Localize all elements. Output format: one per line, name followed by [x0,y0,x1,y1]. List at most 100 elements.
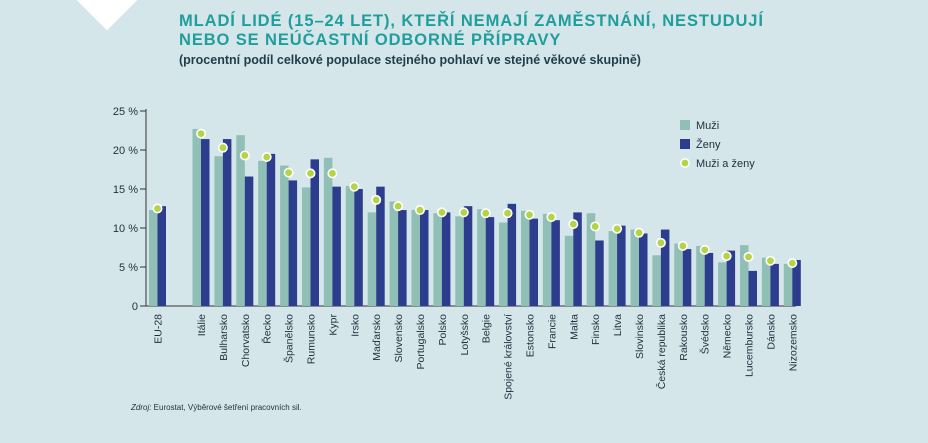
bar-muzi-eu-28 [149,210,158,306]
bar-zeny-spanelsko [288,180,298,306]
marker-muzi-a-zeny-rumunsko [305,168,316,179]
bar-zeny-rumunsko [310,159,319,306]
marker-muzi-a-zeny-kypr [327,168,338,179]
marker-muzi-a-zeny-eu-28 [152,203,163,214]
bar-muzi-ceska-republika [652,255,661,306]
bar-zeny-ceska-republika [660,229,670,306]
bar-muzi-slovinsko [630,229,639,306]
category-label-rakousko: Rakousko [678,314,690,361]
marker-muzi-a-zeny-svedsko [699,244,710,255]
bar-muzi-francie [542,213,552,306]
marker-muzi-a-zeny-bulharsko [217,142,228,153]
marker-muzi-a-zeny-irsko [349,181,360,192]
marker-muzi-a-zeny-recko [261,152,272,163]
y-tick-label: 15 % [113,184,138,196]
bar-muzi-estonsko [521,210,530,306]
bar-muzi-malta [564,235,574,306]
bar-muzi-nizozemsko [783,263,793,306]
bar-zeny-recko [266,153,276,306]
bar-muzi-lotyssko [455,216,464,306]
bar-muzi-belgie [477,209,486,306]
bar-muzi-bulharsko [214,156,223,306]
category-label-nizozemsko: Nizozemsko [787,314,799,371]
category-label-lucembursko: Lucembursko [744,314,756,377]
bar-zeny-dansko [770,263,779,306]
source-note: Zdroj: Eurostat, Výběrové šetření pracov… [131,403,302,412]
legend-label-muzi: Muži [696,120,719,132]
chart-title-line-1: MLADÍ LIDÉ (15–24 LET), KTEŘÍ NEMAJÍ ZAM… [179,12,764,30]
bar-muzi-nemecko [718,262,727,306]
category-label-chorvatsko: Chorvatsko [240,314,252,367]
bar-zeny-rakousko [682,249,692,306]
marker-muzi-a-zeny-rakousko [677,240,688,251]
marker-muzi-a-zeny-spanelsko [283,167,294,178]
category-label-finsko: Finsko [590,314,602,345]
bar-zeny-litva [617,225,626,306]
category-label-belgie: Belgie [481,314,493,343]
legend-swatch-muzi [680,120,690,130]
bar-muzi-madarsko [367,212,377,306]
bar-muzi-spojene-kralovstvi [499,222,508,306]
bar-zeny-eu-28 [157,206,166,306]
bar-zeny-italie [201,139,210,306]
bar-muzi-rumunsko [302,187,311,306]
marker-muzi-a-zeny-francie [546,212,557,223]
category-label-polsko: Polsko [437,314,449,346]
chart-title: MLADÍ LIDÉ (15–24 LET), KTEŘÍ NEMAJÍ ZAM… [179,12,764,50]
category-label-rumunsko: Rumunsko [306,314,318,364]
category-label-litva: Litva [612,314,624,336]
category-label-italie: Itálie [196,314,208,336]
bar-muzi-kypr [323,157,333,306]
category-label-malta: Malta [568,314,580,340]
bar-zeny-spojene-kralovstvi [507,203,517,306]
bar-muzi-recko [258,160,267,306]
bar-muzi-chorvatsko [236,135,245,306]
source-text: Eurostat, Výběrové šetření pracovních si… [151,403,302,412]
bar-muzi-portugalsko [411,210,420,306]
bar-muzi-svedsko [696,245,705,306]
bar-zeny-estonsko [529,218,538,306]
bar-muzi-polsko [433,213,442,306]
chart-subtitle: (procentní podíl celkové populace stejné… [179,53,641,67]
bar-muzi-finsko [586,213,596,306]
category-label-irsko: Irsko [349,314,361,337]
bar-muzi-dansko [761,257,771,306]
legend-swatch-zeny [680,139,690,149]
source-label: Zdroj: [131,403,152,412]
marker-muzi-a-zeny-portugalsko [414,205,425,216]
bar-muzi-rakousko [674,243,683,306]
bar-zeny-malta [573,212,582,306]
category-label-kypr: Kypr [327,314,339,336]
marker-muzi-a-zeny-malta [568,219,579,230]
y-tick-label: 5 % [119,262,138,274]
bar-zeny-nemecko [726,250,736,306]
bar-zeny-irsko [354,189,363,306]
marker-muzi-a-zeny-slovinsko [633,227,644,238]
marker-muzi-a-zeny-chorvatsko [239,150,250,161]
marker-muzi-a-zeny-polsko [436,207,447,218]
y-tick-label: 0 [132,301,138,313]
marker-muzi-a-zeny-nizozemsko [787,258,798,269]
category-label-recko: Řecko [261,314,274,344]
marker-muzi-a-zeny-belgie [480,208,491,219]
marker-muzi-a-zeny-slovensko [393,201,404,212]
bar-zeny-nizozemsko [792,259,801,306]
category-label-spanelsko: Španělsko [283,314,296,363]
marker-muzi-a-zeny-nemecko [721,251,732,262]
bar-zeny-francie [551,220,560,306]
bar-zeny-madarsko [376,186,385,306]
category-label-eu-28: EU-28 [153,314,165,344]
bar-zeny-portugalsko [420,210,429,306]
marker-muzi-a-zeny-estonsko [524,209,535,220]
bar-zeny-chorvatsko [244,176,254,306]
marker-muzi-a-zeny-spojene-kralovstvi [502,208,513,219]
category-label-spojene-kralovstvi: Spojené království [503,314,515,400]
bar-zeny-slovensko [398,210,407,306]
legend-label-zeny: Ženy [696,138,721,151]
category-label-slovensko: Slovensko [393,314,405,363]
bar-zeny-finsko [595,240,604,306]
bar-muzi-italie [192,128,201,306]
bar-muzi-irsko [345,185,355,306]
bar-muzi-spanelsko [280,165,289,306]
